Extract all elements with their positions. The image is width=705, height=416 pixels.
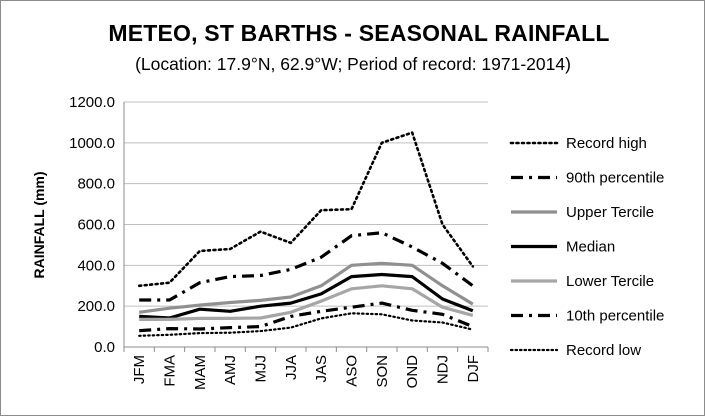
series-line-record-low	[138, 312, 474, 337]
series-line-upper-tercile	[138, 261, 474, 314]
x-tick-label: OND	[404, 355, 421, 389]
point-90th-percentile	[229, 276, 231, 278]
x-tick-label: FMA	[162, 355, 179, 387]
x-tick-label: DJF	[465, 355, 482, 383]
series-line-record-high	[137, 131, 475, 288]
y-tick-label: 400.0	[77, 257, 115, 274]
legend: Record high 90th percentile Upper Tercile M…	[509, 135, 664, 359]
x-tick-label: JJA	[283, 355, 300, 380]
x-tick-label: ASO	[344, 355, 361, 387]
legend-label-upper-tercile: Upper Tercile	[566, 204, 654, 221]
y-tick-label: 600.0	[77, 217, 115, 234]
x-tick-label: NDJ	[435, 355, 452, 384]
y-tick-label: 1200.0	[69, 94, 115, 111]
y-axis-label: RAINFALL (mm)	[31, 171, 47, 278]
series-line-90th-percentile	[139, 231, 474, 302]
x-tick-label: JFM	[131, 355, 148, 384]
y-tick-label: 0.0	[94, 339, 115, 356]
x-tick-label: JAS	[313, 355, 330, 383]
series-line-median	[139, 272, 474, 320]
point-10th-percentile	[472, 326, 474, 328]
x-tick-label: MJJ	[253, 355, 270, 383]
axes: 0.0 200.0 400.0 600.0 800.0 1000.0 1200.0 JFM FM…	[69, 94, 489, 390]
series-line-lower-tercile	[139, 284, 474, 321]
grid-lines	[124, 101, 488, 348]
legend-label-record-low: Record low	[566, 342, 641, 359]
point-record-low	[472, 329, 474, 331]
series-lines	[137, 131, 475, 337]
point-10th-percentile	[320, 310, 322, 312]
x-tick-label: AMJ	[222, 355, 239, 385]
legend-label-lower-tercile: Lower Tercile	[566, 273, 654, 290]
x-tick-label: MAM	[192, 355, 209, 390]
point-10th-percentile	[260, 326, 262, 328]
legend-label-record-high: Record high	[566, 135, 647, 152]
legend-label-90th-percentile: 90th percentile	[566, 170, 664, 187]
chart-title: METEO, ST BARTHS - SEASONAL RAINFALL	[108, 20, 609, 46]
series-line-10th-percentile	[139, 301, 474, 333]
legend-label-10th-percentile: 10th percentile	[566, 308, 664, 325]
y-tick-label: 800.0	[77, 176, 115, 193]
point-90th-percentile	[290, 268, 292, 270]
y-tick-label: 200.0	[77, 298, 115, 315]
x-tick-label: SON	[374, 355, 391, 388]
legend-label-median: Median	[566, 239, 615, 256]
y-tick-label: 1000.0	[69, 135, 115, 152]
point-90th-percentile	[381, 232, 383, 234]
chart-subtitle: (Location: 17.9°N, 62.9°W; Period of rec…	[135, 54, 571, 74]
